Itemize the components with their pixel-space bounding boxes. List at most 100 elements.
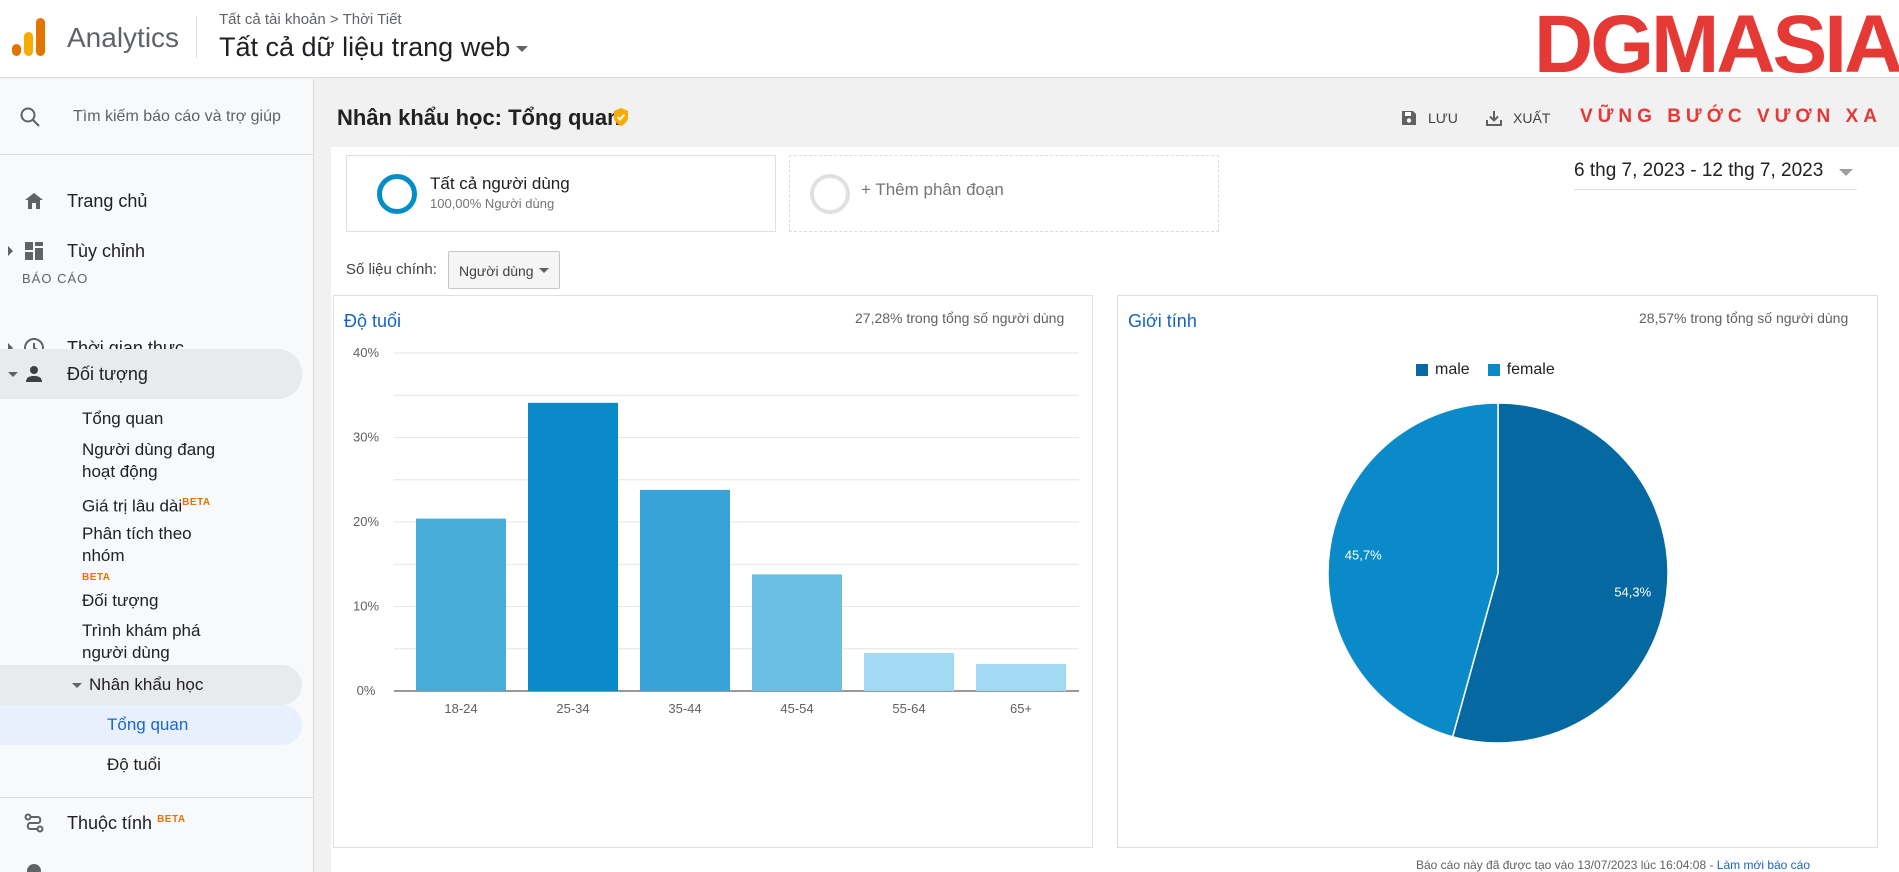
legend-label: male	[1435, 361, 1470, 378]
primary-metric-label: Số liệu chính:	[346, 261, 437, 278]
refresh-report-link[interactable]: Làm mới báo cáo	[1716, 858, 1811, 872]
page-title: Nhân khẩu học: Tổng quan	[337, 105, 621, 130]
x-tick-label: 55-64	[892, 701, 925, 716]
bar-25-34[interactable]	[528, 402, 618, 691]
save-icon	[1402, 111, 1416, 125]
bar-65+[interactable]	[976, 663, 1066, 691]
sidebar-subitem-label: Nhân khẩu học	[89, 675, 204, 694]
gender-panel-title[interactable]: Giới tính	[1128, 311, 1197, 331]
search-icon	[20, 107, 40, 127]
sidebar-subitem-audiences[interactable]: Đối tượng	[82, 591, 159, 610]
dgmasia-watermark: DGMASIA VỮNG BƯỚC VƯƠN XA	[1530, 4, 1899, 134]
pie-slice-male[interactable]	[1451, 402, 1669, 744]
dashboard-icon	[25, 242, 43, 260]
search-input[interactable]: Tìm kiếm báo cáo và trợ giúp	[73, 108, 281, 125]
beta-badge: BETA	[157, 813, 186, 825]
add-segment-label: + Thêm phân đoạn	[861, 180, 1004, 199]
sidebar-subitem-label: Giá trị lâu dài	[82, 496, 183, 516]
verified-badge-icon	[614, 108, 628, 126]
y-tick-label: 40%	[353, 345, 379, 360]
chevron-down-icon	[539, 268, 549, 273]
sidebar-item-customize[interactable]: Tùy chỉnh	[0, 227, 302, 275]
legend-item-female[interactable]: female	[1487, 361, 1555, 379]
beta-badge: BETA	[82, 572, 111, 583]
watermark-slogan: VỮNG BƯỚC VƯƠN XA	[1580, 106, 1882, 127]
segment-share: 100,00% Người dùng	[430, 196, 555, 211]
sidebar-subitem-age[interactable]: Độ tuổi	[0, 745, 302, 785]
route-icon	[24, 813, 44, 833]
primary-metric-select[interactable]: Người dùng	[448, 251, 560, 289]
section-label: BÁO CÁO	[22, 271, 89, 286]
sidebar-item-label: Thuộc tính BETA	[67, 813, 186, 834]
pie-slice-label: 54,3%	[1614, 584, 1651, 599]
divider	[0, 797, 314, 798]
pie-slice-female[interactable]	[1327, 402, 1499, 738]
sidebar-subitem-active-users[interactable]: Người dùng đang hoạt động	[82, 440, 216, 481]
y-tick-label: 20%	[353, 514, 379, 529]
app-name: Analytics	[67, 22, 180, 53]
x-tick-label: 25-34	[556, 701, 589, 716]
breadcrumb[interactable]: Tất cả tài khoản > Thời Tiết	[219, 11, 402, 28]
collapse-arrow-icon[interactable]	[8, 371, 18, 377]
expand-arrow-icon[interactable]	[8, 343, 13, 353]
sidebar-item-label: Trang chủ	[67, 190, 148, 211]
add-segment-button[interactable]: + Thêm phân đoạn	[789, 155, 1219, 232]
search-bar[interactable]: Tìm kiếm báo cáo và trợ giúp	[0, 79, 314, 155]
bar-45-54[interactable]	[752, 574, 842, 691]
legend-swatch	[1487, 364, 1500, 376]
gender-pie-chart: 54,3% 45,7%	[1327, 402, 1669, 744]
view-selector[interactable]: Tất cả dữ liệu trang web	[219, 32, 529, 63]
age-panel-note: 27,28% trong tổng số người dùng	[855, 310, 1065, 326]
x-tick-label: 65+	[1010, 701, 1032, 716]
age-bar-chart: 0% 10% 20% 30% 40% 18-24 25-34 35-44 45-54 55-64 6…	[353, 345, 1079, 716]
sidebar-item-home[interactable]: Trang chủ	[0, 177, 302, 225]
segment-card-all-users[interactable]: Tất cả người dùng 100,00% Người dùng	[346, 155, 776, 232]
breadcrumb-account[interactable]: Tất cả tài khoản	[219, 11, 326, 28]
collapse-arrow-icon[interactable]	[72, 682, 82, 688]
date-range-picker[interactable]: 6 thg 7, 2023 - 12 thg 7, 2023	[1574, 160, 1857, 190]
sidebar-item-label: Tùy chỉnh	[67, 240, 146, 261]
divider	[196, 16, 197, 58]
export-label: XUẤT	[1513, 110, 1551, 126]
export-button[interactable]: XUẤT	[1485, 109, 1550, 127]
top-bar: Analytics Tất cả tài khoản > Thời Tiết T…	[0, 0, 1899, 78]
sidebar-subitem-overview[interactable]: Tổng quan	[82, 409, 164, 428]
x-tick-label: 18-24	[444, 701, 477, 716]
sidebar-subitem-cohort[interactable]: Phân tích theo nhóm BETA	[82, 523, 222, 589]
gear-icon[interactable]	[24, 861, 44, 872]
segment-name: Tất cả người dùng	[430, 174, 570, 193]
y-tick-label: 0%	[357, 683, 376, 698]
gender-panel-note: 28,57% trong tổng số người dùng	[1639, 310, 1849, 326]
sidebar-subitem-lifetime-value[interactable]: Giá trị lâu dàiBETA	[82, 492, 242, 518]
legend-label: female	[1506, 361, 1555, 378]
sidebar-subitem-demographics[interactable]: Nhân khẩu học	[0, 665, 302, 705]
legend-item-male[interactable]: male	[1416, 361, 1470, 379]
y-tick-label: 10%	[353, 599, 379, 614]
sidebar-subitem-user-explorer[interactable]: Trình khám phá người dùng	[82, 621, 201, 662]
sidebar-subitem-demographics-overview[interactable]: Tổng quan	[0, 705, 302, 745]
age-panel-title[interactable]: Độ tuổi	[344, 311, 402, 331]
x-tick-label: 35-44	[668, 701, 701, 716]
age-panel: Độ tuổi 27,28% trong tổng số người dùng …	[333, 295, 1093, 848]
person-icon	[26, 366, 42, 382]
pie-slice-label: 45,7%	[1345, 548, 1382, 563]
x-tick-label: 45-54	[780, 701, 813, 716]
gender-legend: male female	[1416, 361, 1573, 379]
legend-swatch	[1416, 364, 1428, 376]
chevron-down-icon	[1839, 169, 1853, 176]
watermark-logo: DGMASIA	[1534, 0, 1899, 90]
analytics-logo-icon[interactable]	[12, 18, 46, 56]
sidebar-item-attributes[interactable]: Thuộc tính BETA	[0, 799, 302, 847]
sidebar-item-audience[interactable]: Đối tượng	[0, 349, 302, 399]
breadcrumb-property[interactable]: Thời Tiết	[342, 11, 402, 28]
view-name: Tất cả dữ liệu trang web	[219, 32, 511, 62]
bar-55-64[interactable]	[864, 652, 954, 691]
save-button[interactable]: LƯU	[1400, 109, 1458, 127]
download-icon	[1486, 111, 1502, 126]
bar-18-24[interactable]	[416, 518, 506, 691]
breadcrumb-separator: >	[329, 11, 339, 28]
expand-arrow-icon[interactable]	[8, 246, 13, 256]
bar-35-44[interactable]	[640, 489, 730, 691]
save-label: LƯU	[1428, 110, 1458, 126]
sidebar-item-label: Đối tượng	[67, 363, 148, 384]
